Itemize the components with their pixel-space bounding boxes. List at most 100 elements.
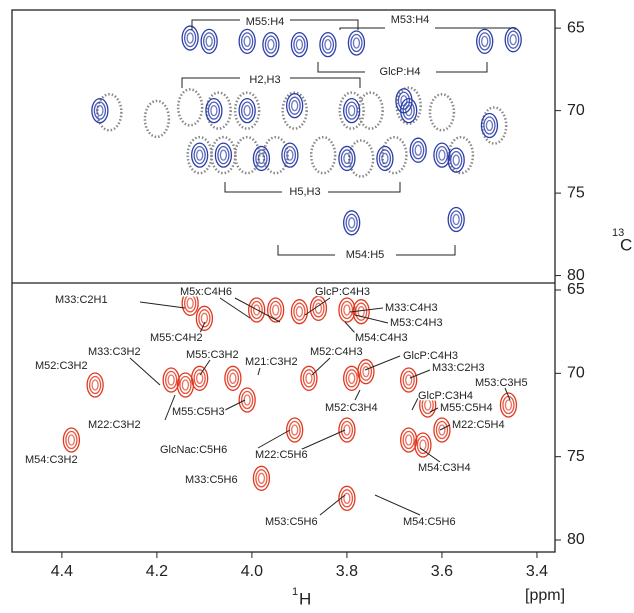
peak: [433, 417, 451, 443]
y-tick-label: 80: [567, 531, 585, 548]
peak-circle: [186, 135, 213, 175]
contour-ring: [250, 300, 263, 320]
annotation: M54:C4H3: [355, 332, 408, 344]
contour-ring: [183, 28, 197, 48]
peak: [433, 142, 451, 168]
contour-ring: [248, 297, 266, 323]
leader-line: [429, 407, 439, 413]
peak-circle: [428, 93, 456, 132]
contour-ring: [480, 112, 499, 139]
leader-line: [354, 389, 361, 401]
contour-ring: [257, 472, 266, 484]
contour-ring: [65, 430, 78, 450]
peak: [480, 112, 499, 139]
contour-ring: [252, 465, 271, 491]
contour-ring: [338, 417, 356, 443]
contour-ring: [309, 295, 328, 321]
contour-ring: [286, 417, 304, 443]
contour-ring: [255, 469, 268, 488]
peak: [343, 210, 361, 236]
contour-ring: [348, 104, 356, 117]
contour-ring: [433, 417, 451, 443]
annotation: M55:C3H2: [186, 349, 239, 361]
contour-ring: [319, 31, 337, 58]
x-tick-label: 3.6: [431, 563, 453, 580]
contour-ring: [447, 206, 465, 233]
contour-ring: [483, 116, 496, 135]
contour-ring: [191, 142, 209, 168]
contour-ring: [293, 35, 306, 54]
contour-ring: [416, 435, 430, 455]
peak: [300, 365, 318, 391]
annotation: GlcP:C4H3: [403, 350, 458, 362]
annotation: M53:H4: [391, 14, 430, 26]
contour-ring: [476, 28, 494, 54]
y-label: C: [620, 235, 632, 254]
contour-ring: [269, 300, 282, 320]
contour-ring: [504, 399, 513, 411]
contour-ring: [183, 294, 197, 313]
frame: [11, 9, 556, 553]
contour-ring: [447, 147, 465, 173]
peak: [309, 295, 328, 321]
contour-ring: [238, 387, 256, 413]
contour-ring: [243, 35, 251, 47]
contour-ring: [195, 305, 214, 331]
contour-ring: [205, 35, 213, 47]
contour-ring: [286, 93, 304, 119]
contour-ring: [412, 141, 425, 160]
annotation: M33:C2H1: [55, 294, 108, 306]
y-tick-label: 75: [567, 448, 585, 465]
contour-ring: [291, 424, 299, 436]
annotation: M33:C2H3: [432, 362, 485, 374]
peak: [62, 427, 81, 453]
contour-ring: [502, 395, 515, 415]
contour-ring: [438, 424, 446, 436]
contour-ring: [405, 434, 413, 446]
contour-ring: [226, 369, 240, 388]
annotation: GlcP:C3H4: [418, 390, 473, 402]
annotation: M52:C3H2: [35, 360, 88, 372]
leader-line: [419, 447, 441, 463]
contour-ring: [478, 32, 491, 51]
contour-ring: [312, 299, 325, 318]
peak: [176, 372, 195, 398]
unit-label: [ppm]: [525, 587, 565, 604]
contour-ring: [343, 492, 351, 504]
leader-line: [181, 77, 361, 88]
leader-line: [129, 357, 161, 386]
peak: [248, 297, 266, 323]
peak-circle: [262, 135, 289, 175]
contour-ring: [347, 30, 366, 56]
contour-ring: [196, 372, 204, 384]
contour-ring: [241, 390, 254, 410]
peak: [286, 417, 304, 443]
contour-ring: [438, 149, 446, 161]
contour-ring: [293, 302, 306, 321]
contour-ring: [264, 35, 278, 54]
contour-ring: [343, 210, 361, 236]
contour-ring: [200, 28, 218, 54]
peak-circle: [205, 91, 232, 130]
contour-ring: [409, 137, 427, 163]
annotation: GlcP:H4: [380, 66, 421, 78]
contour-ring: [357, 359, 375, 385]
contour-ring: [210, 104, 218, 117]
annotation: M54:C3H4: [418, 462, 471, 474]
contour-ring: [181, 290, 199, 316]
peak: [338, 297, 356, 323]
contour-ring: [288, 96, 301, 115]
contour-ring: [295, 38, 304, 51]
contour-ring: [400, 97, 418, 124]
leader-line: [164, 394, 176, 421]
peak: [252, 145, 271, 172]
y-label-sup: 13: [612, 227, 624, 239]
peak: [267, 297, 285, 323]
contour-ring: [485, 119, 494, 132]
contour-ring: [424, 399, 432, 411]
annotation: M55:H4: [246, 16, 285, 28]
contour-ring: [340, 149, 354, 168]
peak: [181, 25, 199, 51]
leader-line: [139, 301, 186, 309]
contour-ring: [286, 149, 294, 161]
